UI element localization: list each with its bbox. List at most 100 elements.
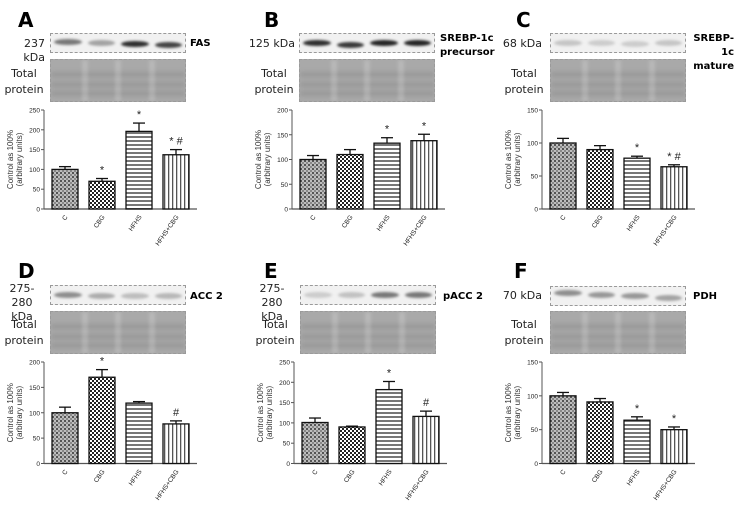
significance-marker: #	[423, 397, 430, 409]
protein-smear	[300, 72, 434, 77]
total-protein-label: Total protein	[254, 67, 294, 96]
significance-marker: *	[100, 356, 105, 368]
y-tick-label: 0	[534, 207, 538, 214]
protein-band	[404, 292, 432, 298]
bar	[586, 401, 614, 465]
panel-letter: E	[264, 259, 278, 283]
y-tick-label: 200	[29, 360, 40, 367]
total-protein-blot	[550, 59, 686, 102]
y-axis-label: Control as 100%(arbitrary units)	[254, 130, 272, 189]
significance-marker: *	[385, 124, 390, 136]
protein-smear	[551, 91, 685, 96]
y-tick-label: 0	[36, 207, 40, 214]
panel-letter: D	[18, 259, 35, 283]
x-tick-label: HFHS+CBG	[154, 469, 180, 502]
bar-chart: Control as 100%(arbitrary units) 0 50 100 15…	[254, 108, 445, 247]
protein-band	[403, 40, 431, 46]
protein-band	[371, 292, 399, 298]
bar	[162, 423, 190, 465]
protein-smear	[51, 82, 185, 87]
total-protein-blot	[50, 59, 186, 102]
total-protein-blot	[299, 59, 435, 102]
panel-d: D 275-280 kDa ACC 2 Total protein Contro…	[0, 255, 245, 505]
molecular-weight-label: 275-280 kDa	[9, 282, 35, 323]
y-axis-label: Control as 100%(arbitrary units)	[6, 130, 24, 189]
bar	[623, 157, 651, 210]
y-tick-label: 150	[527, 108, 538, 115]
molecular-weight-label: 68 kDa	[502, 37, 542, 50]
protein-band	[654, 40, 682, 46]
bar	[660, 166, 688, 210]
protein-band	[336, 42, 364, 48]
y-tick-label: 150	[29, 147, 40, 154]
protein-band	[304, 292, 332, 298]
y-tick-label: 100	[527, 393, 538, 400]
bar	[373, 142, 401, 210]
protein-band	[87, 40, 115, 46]
protein-smear	[51, 91, 185, 96]
bar	[336, 153, 364, 210]
x-tick-label: HFHS+CBG	[154, 214, 180, 247]
y-tick-label: 0	[286, 461, 290, 468]
total-protein-label: Total protein	[4, 318, 44, 347]
lane-gap	[330, 60, 337, 101]
x-tick-label: HFHS	[626, 468, 642, 487]
protein-smear	[51, 343, 185, 348]
lane-gap	[331, 312, 338, 353]
protein-band	[370, 40, 398, 46]
significance-marker: * #	[169, 136, 183, 148]
x-tick-label: HFHS	[376, 214, 392, 233]
x-tick-label: CBG	[341, 214, 355, 230]
protein-name: SREBP-1c precursor	[440, 33, 495, 58]
lane-gap	[115, 60, 121, 101]
x-tick-label: C	[559, 468, 568, 476]
y-tick-label: 100	[527, 141, 538, 148]
protein-band	[337, 292, 365, 298]
x-tick-label: C	[559, 214, 568, 222]
total-protein-blot	[50, 311, 186, 354]
molecular-weight-label: 275-280 kDa	[259, 282, 285, 323]
protein-band	[554, 290, 582, 296]
bar	[338, 426, 366, 465]
lane-gap	[81, 60, 88, 101]
y-tick-label: 50	[531, 427, 539, 434]
bar-chart: Control as 100%(arbitrary units) 0 50 100 15…	[504, 108, 695, 247]
significance-marker: *	[635, 142, 640, 154]
x-tick-label: CBG	[591, 469, 605, 485]
molecular-weight-label: 70 kDa	[502, 289, 542, 302]
lane-gap	[615, 312, 621, 353]
western-blot-bands	[300, 285, 436, 305]
lane-gap	[81, 312, 88, 353]
protein-band	[154, 293, 182, 299]
y-tick-label: 200	[279, 380, 290, 387]
y-tick-label: 50	[33, 436, 41, 443]
panel-b: B 125 kDa SREBP-1c precursor Total prote…	[248, 0, 495, 250]
lane-gap	[398, 312, 405, 353]
bar	[162, 154, 190, 210]
bar	[549, 395, 577, 465]
x-tick-label: CBG	[93, 214, 107, 230]
protein-band	[121, 293, 149, 299]
x-tick-label: C	[309, 214, 318, 222]
y-tick-label: 250	[29, 108, 40, 115]
significance-marker: *	[635, 403, 640, 415]
panel-letter: C	[516, 8, 531, 32]
panel-letter: F	[514, 259, 528, 283]
x-tick-label: HFHS+CBG	[402, 214, 428, 247]
bar	[623, 419, 651, 465]
significance-marker: *	[100, 165, 105, 177]
protein-name: SREBP-1c mature	[693, 33, 734, 72]
bar	[375, 388, 403, 465]
x-tick-label: HFHS	[626, 214, 642, 233]
protein-band	[621, 41, 649, 47]
panel-e: E 275-280 kDa pACC 2 Total protein Contr…	[250, 255, 495, 505]
lane-gap	[148, 312, 155, 353]
y-tick-label: 100	[279, 420, 290, 427]
x-tick-label: C	[61, 214, 70, 222]
x-tick-label: HFHS	[128, 468, 144, 487]
bar	[125, 402, 153, 465]
y-tick-label: 100	[29, 167, 40, 174]
bar	[51, 412, 79, 465]
y-tick-label: 150	[277, 132, 288, 139]
western-blot-bands	[299, 33, 435, 53]
